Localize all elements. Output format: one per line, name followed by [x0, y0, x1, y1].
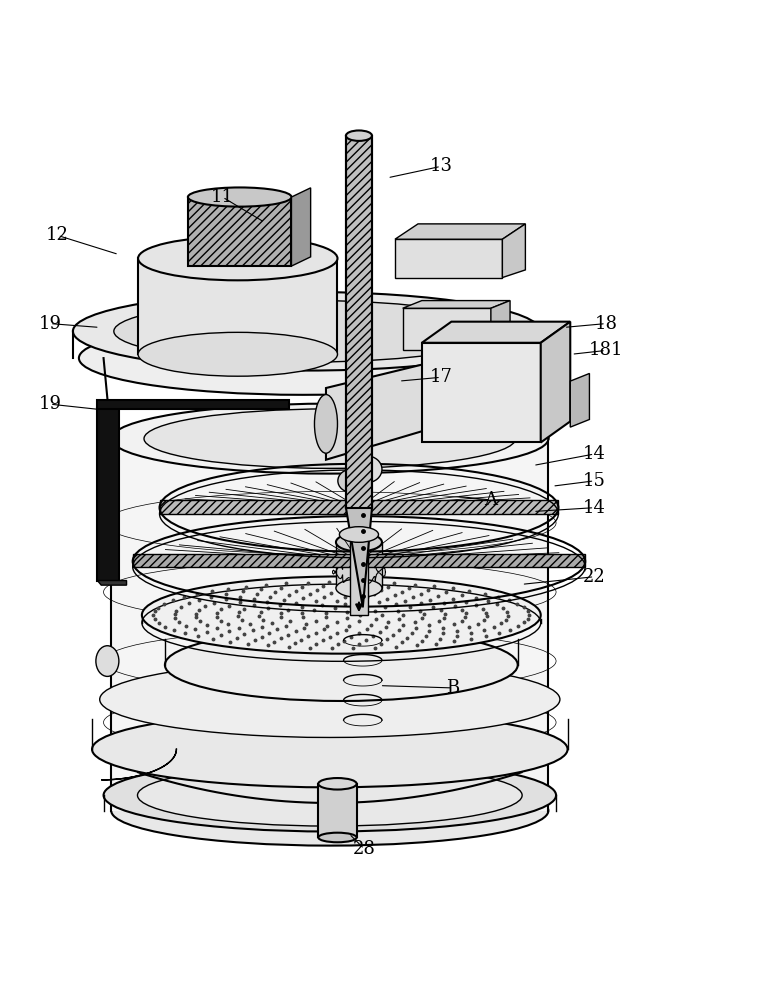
- Ellipse shape: [138, 332, 337, 376]
- Polygon shape: [422, 322, 570, 343]
- Ellipse shape: [104, 759, 556, 831]
- Ellipse shape: [96, 646, 119, 676]
- Bar: [336, 542, 382, 588]
- Ellipse shape: [351, 456, 382, 483]
- Polygon shape: [346, 508, 372, 607]
- Ellipse shape: [165, 629, 518, 701]
- Ellipse shape: [100, 661, 560, 737]
- Ellipse shape: [318, 833, 357, 842]
- Text: 19: 19: [38, 395, 61, 413]
- Bar: [97, 400, 289, 409]
- Ellipse shape: [188, 187, 291, 207]
- Text: 11: 11: [211, 188, 234, 206]
- Polygon shape: [395, 224, 525, 239]
- Text: 17: 17: [430, 368, 453, 386]
- Text: 12: 12: [46, 226, 69, 244]
- Text: 181: 181: [589, 341, 623, 359]
- Text: A: A: [485, 491, 497, 509]
- Text: 15: 15: [583, 472, 606, 490]
- Text: B: B: [446, 679, 459, 697]
- Polygon shape: [97, 581, 127, 585]
- Bar: [97, 408, 119, 581]
- Ellipse shape: [92, 711, 568, 787]
- Text: 14: 14: [583, 445, 606, 463]
- Bar: [350, 508, 368, 615]
- Ellipse shape: [114, 300, 500, 362]
- Polygon shape: [395, 239, 502, 278]
- Ellipse shape: [314, 395, 337, 453]
- Ellipse shape: [142, 576, 541, 654]
- Ellipse shape: [138, 236, 337, 280]
- Polygon shape: [97, 402, 127, 408]
- Polygon shape: [111, 439, 548, 811]
- Ellipse shape: [79, 321, 527, 395]
- Bar: [160, 500, 558, 514]
- Text: 18: 18: [594, 315, 617, 333]
- Polygon shape: [491, 301, 510, 350]
- Ellipse shape: [144, 409, 515, 468]
- Polygon shape: [138, 258, 337, 354]
- Ellipse shape: [137, 765, 522, 826]
- Polygon shape: [291, 188, 311, 266]
- Ellipse shape: [111, 776, 548, 846]
- Bar: [188, 197, 291, 266]
- Polygon shape: [502, 224, 525, 278]
- Ellipse shape: [337, 469, 365, 492]
- Text: 14: 14: [583, 499, 606, 517]
- Ellipse shape: [336, 533, 382, 551]
- Ellipse shape: [318, 778, 357, 790]
- Ellipse shape: [340, 527, 379, 542]
- Text: 13: 13: [430, 157, 453, 175]
- Text: 19: 19: [38, 315, 61, 333]
- Ellipse shape: [336, 579, 382, 597]
- Text: 28: 28: [353, 840, 376, 858]
- Ellipse shape: [111, 404, 548, 474]
- Bar: [133, 554, 585, 567]
- Ellipse shape: [73, 292, 541, 371]
- Polygon shape: [541, 322, 570, 442]
- Polygon shape: [403, 308, 491, 350]
- Polygon shape: [326, 358, 449, 460]
- Ellipse shape: [346, 130, 372, 141]
- Bar: [346, 136, 372, 508]
- Bar: [318, 784, 357, 837]
- Text: 22: 22: [583, 568, 606, 586]
- Polygon shape: [403, 301, 510, 308]
- Polygon shape: [570, 373, 590, 427]
- Polygon shape: [422, 343, 541, 442]
